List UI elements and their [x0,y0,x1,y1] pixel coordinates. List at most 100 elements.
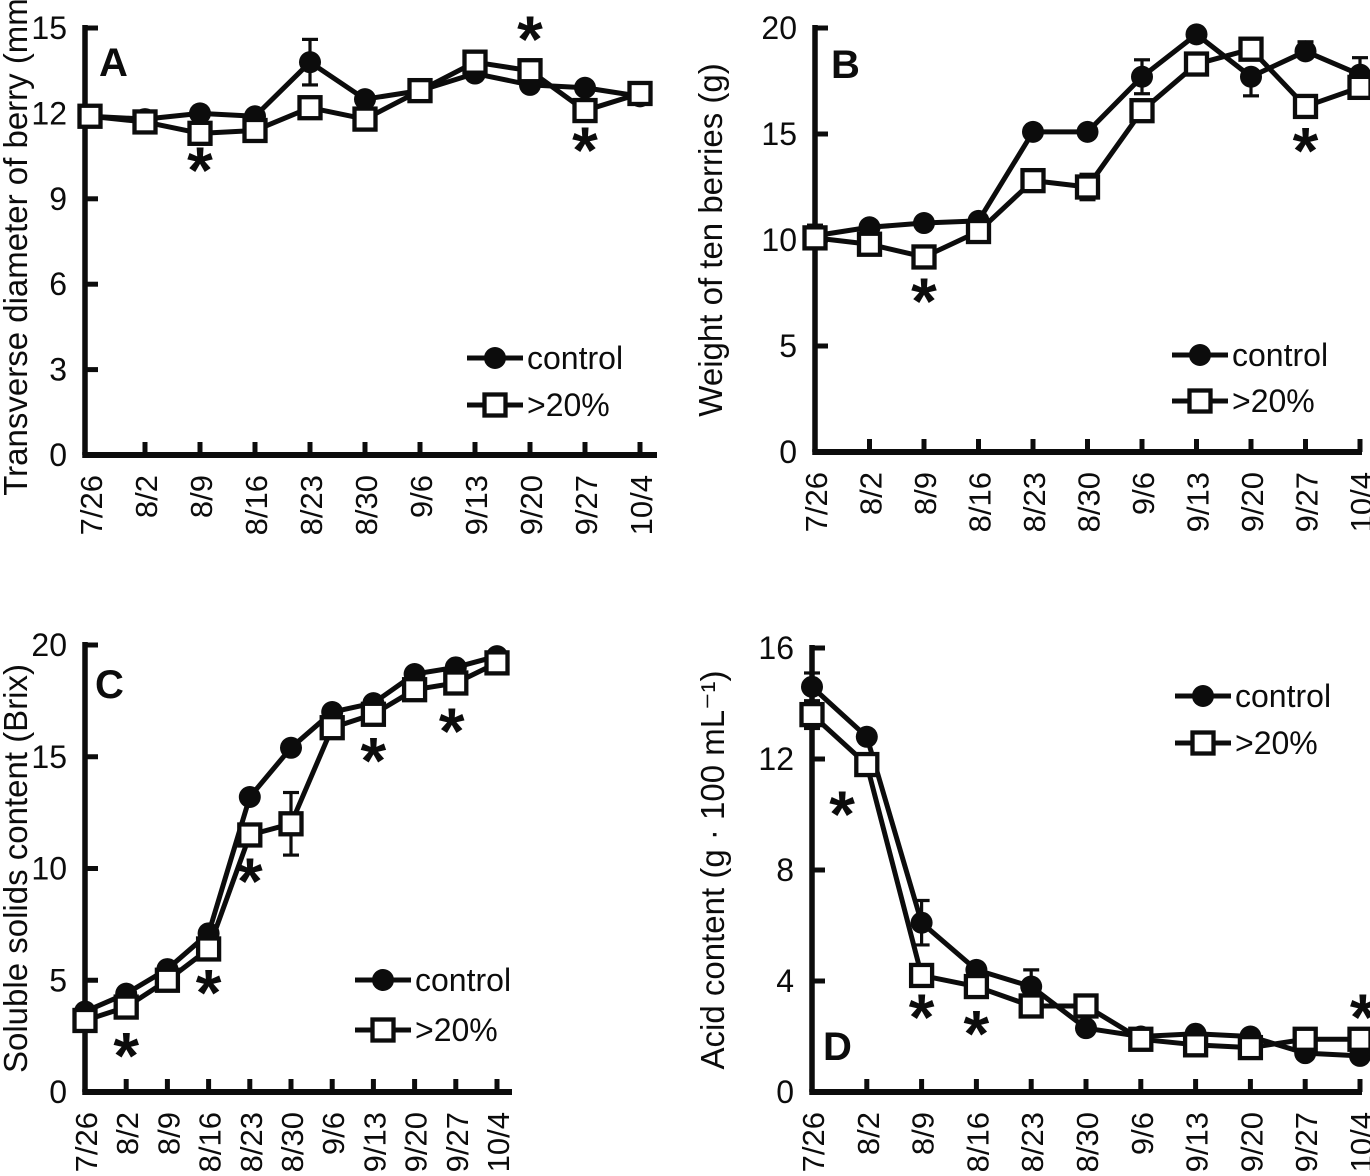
x-tick-label: 10/4 [481,1112,516,1172]
panel-letter: C [95,663,124,707]
significance-asterisk: * [517,2,543,76]
y-tick-label: 6 [49,266,67,302]
y-tick-label: 20 [761,10,797,46]
legend-label: >20% [415,1012,498,1048]
significance-asterisk: * [572,113,598,187]
panel-c-soluble-solids: 0 5 10 15 20 7/26 8/2 8/9 8/16 8/23 8/30 9/6 9/13 9/2… [0,588,685,1176]
x-tick-label: 7/26 [69,1112,104,1172]
significance-asterisk: * [1350,980,1370,1054]
y-tick-label: 5 [49,962,67,998]
x-tick-label: 8/16 [193,1112,228,1172]
y-tick-label: 16 [758,630,794,666]
y-tick-label: 15 [761,116,797,152]
treatment-marker [1018,993,1044,1019]
treatment-marker [352,106,378,132]
x-tick-label: 8/30 [1072,472,1107,532]
legend-label: control [415,962,511,998]
treatment-marker [154,967,181,993]
y-tick-label: 9 [49,181,67,217]
legend-control-marker [1189,344,1211,366]
treatment-marker [113,994,139,1020]
legend-label: control [1232,337,1328,373]
y-tick-label: 4 [776,963,794,999]
treatment-marker [1020,167,1046,194]
legend-treatment-marker [482,392,508,418]
x-tick-label: 9/6 [1125,1112,1160,1155]
x-tick-label: 10/4 [1344,472,1370,532]
treatment-marker [627,80,653,107]
control-marker [299,51,321,74]
y-tick-label: 12 [31,95,67,131]
significance-asterisk: * [829,777,855,851]
significance-asterisk: * [187,133,213,207]
x-tick-label: 9/27 [1290,472,1325,532]
legend-control-marker [484,347,506,369]
x-tick-label: 8/2 [129,475,164,518]
x-tick-label: 9/27 [569,475,604,535]
y-axis-title: Soluble solids content (Brix) [0,664,34,1073]
treatment-marker [1183,51,1210,77]
significance-asterisk: * [113,1018,139,1092]
legend-control-marker [1192,685,1214,707]
treatment-marker [1074,174,1101,200]
x-tick-label: 8/9 [908,472,943,515]
treatment-marker [1292,93,1319,120]
x-tick-label: 8/9 [184,475,219,518]
treatment-marker [278,811,304,837]
significance-asterisk: * [361,723,387,797]
control-marker [574,76,596,99]
control-marker [1131,65,1153,88]
treatment-marker [443,670,469,696]
y-tick-label: 0 [49,1074,67,1110]
treatment-marker [132,109,158,135]
y-tick-label: 0 [779,434,797,470]
x-tick-label: 8/16 [960,1112,995,1172]
y-tick-label: 15 [31,739,67,775]
treatment-marker [187,120,213,146]
x-tick-label: 9/20 [1235,472,1270,532]
x-tick-label: 8/2 [110,1112,145,1155]
x-tick-label: 8/23 [294,475,329,535]
chart-d-svg: 0 4 8 12 16 7/26 8/2 8/9 8/16 8/23 8/30 9/6 9/13 9/20… [694,630,1370,1172]
panel-letter: D [823,1025,852,1069]
control-marker [1022,120,1044,143]
x-tick-label: 9/27 [440,1112,475,1172]
y-axis-title: Weight of ten berries (g) [692,63,729,416]
panel-letter: B [831,43,860,87]
legend-label: control [1235,678,1331,714]
treatment-marker [911,244,937,270]
significance-asterisk: * [196,956,222,1030]
treatment-marker [484,650,510,676]
treatment-marker [1347,74,1370,101]
control-marker [1240,65,1262,88]
x-tick-label: 9/20 [514,475,549,535]
y-tick-label: 10 [31,851,67,887]
treatment-marker [1238,36,1264,62]
legend-treatment-marker [1190,730,1216,756]
legend-label: >20% [1232,383,1315,419]
x-tick-label: 10/4 [1344,1112,1370,1172]
x-tick-label: 8/2 [854,472,889,515]
treatment-marker [856,231,883,257]
x-tick-label: 9/27 [1289,1112,1324,1172]
treatment-marker [854,751,880,778]
significance-asterisk: * [1293,113,1319,187]
treatment-marker [1292,1026,1318,1052]
y-tick-label: 0 [49,437,67,473]
significance-asterisk: * [911,264,937,338]
treatment-marker [195,936,222,962]
y-tick-label: 8 [776,852,794,888]
treatment-marker [1237,1034,1264,1061]
treatment-marker [242,117,268,144]
x-tick-label: 8/23 [1015,1112,1050,1172]
treatment-marker [72,1007,98,1034]
control-marker [1185,23,1208,46]
y-tick-label: 20 [31,627,67,663]
x-tick-label: 8/16 [239,475,274,535]
treatment-marker [407,77,433,104]
x-tick-label: 9/13 [1180,1112,1215,1172]
y-tick-label: 0 [776,1074,794,1110]
legend-label: >20% [527,387,610,423]
legend-label: >20% [1235,725,1318,761]
